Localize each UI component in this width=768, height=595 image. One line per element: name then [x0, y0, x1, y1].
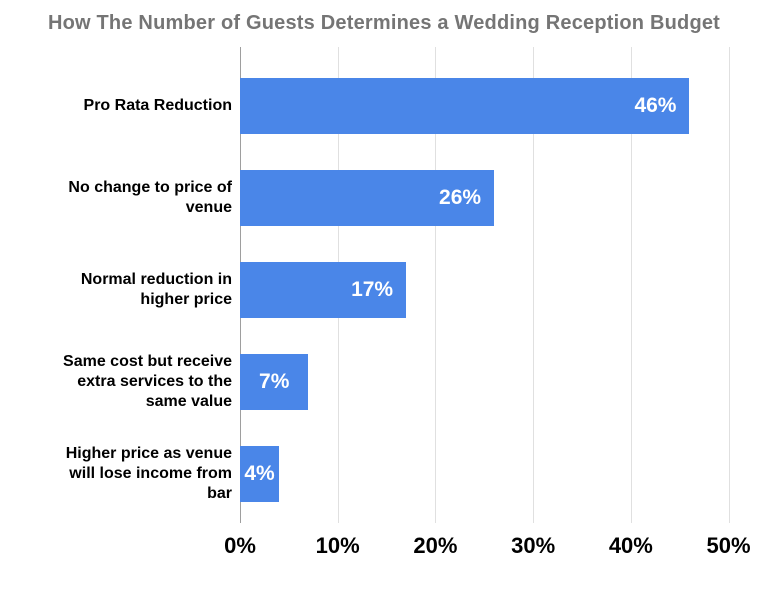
- bar: 4%: [240, 446, 280, 502]
- gridline: [435, 47, 437, 523]
- bar-value-label: 7%: [259, 370, 290, 393]
- bar-value-label: 26%: [439, 186, 482, 209]
- gridline: [728, 47, 730, 523]
- x-tick-label: 0%: [224, 533, 256, 558]
- bar-value-label: 4%: [244, 462, 275, 485]
- x-tick-label: 10%: [315, 533, 360, 558]
- bar-track: 17%: [240, 262, 753, 318]
- bar: 26%: [240, 170, 495, 226]
- bar-value-label: 46%: [634, 94, 677, 117]
- gridline: [630, 47, 632, 523]
- x-tick-label: 50%: [706, 533, 751, 558]
- gridline: [533, 47, 535, 523]
- chart-row: Pro Rata Reduction 46%: [0, 60, 753, 152]
- x-tick-label: 30%: [511, 533, 556, 558]
- chart-row: Higher price as venue will lose income f…: [0, 428, 753, 520]
- bar: 7%: [240, 354, 309, 410]
- bar: 17%: [240, 262, 407, 318]
- category-label: Same cost but receive extra services to …: [63, 353, 232, 410]
- category-label: Pro Rata Reduction: [83, 97, 232, 114]
- chart-row: Same cost but receive extra services to …: [0, 336, 753, 428]
- chart-row: No change to price of venue 26%: [0, 152, 753, 244]
- bar-track: 4%: [240, 446, 753, 502]
- category-label: No change to price of venue: [68, 179, 232, 216]
- bar-track: 46%: [240, 78, 753, 134]
- x-axis: 0% 10% 20% 30% 40% 50%: [224, 533, 753, 563]
- x-tick-label: 20%: [413, 533, 458, 558]
- category-label: Higher price as venue will lose income f…: [65, 445, 232, 502]
- category-label: Normal reduction in higher price: [80, 271, 232, 308]
- chart-title: How The Number of Guests Determines a We…: [47, 12, 721, 34]
- bar: 46%: [240, 78, 690, 134]
- bar-track: 7%: [240, 354, 753, 410]
- bar-track: 26%: [240, 170, 753, 226]
- bar-value-label: 17%: [351, 278, 394, 301]
- bar-rows: Pro Rata Reduction 46% No change to pric…: [0, 47, 753, 520]
- chart-row: Normal reduction in higher price 17%: [0, 244, 753, 336]
- x-tick-label: 40%: [608, 533, 653, 558]
